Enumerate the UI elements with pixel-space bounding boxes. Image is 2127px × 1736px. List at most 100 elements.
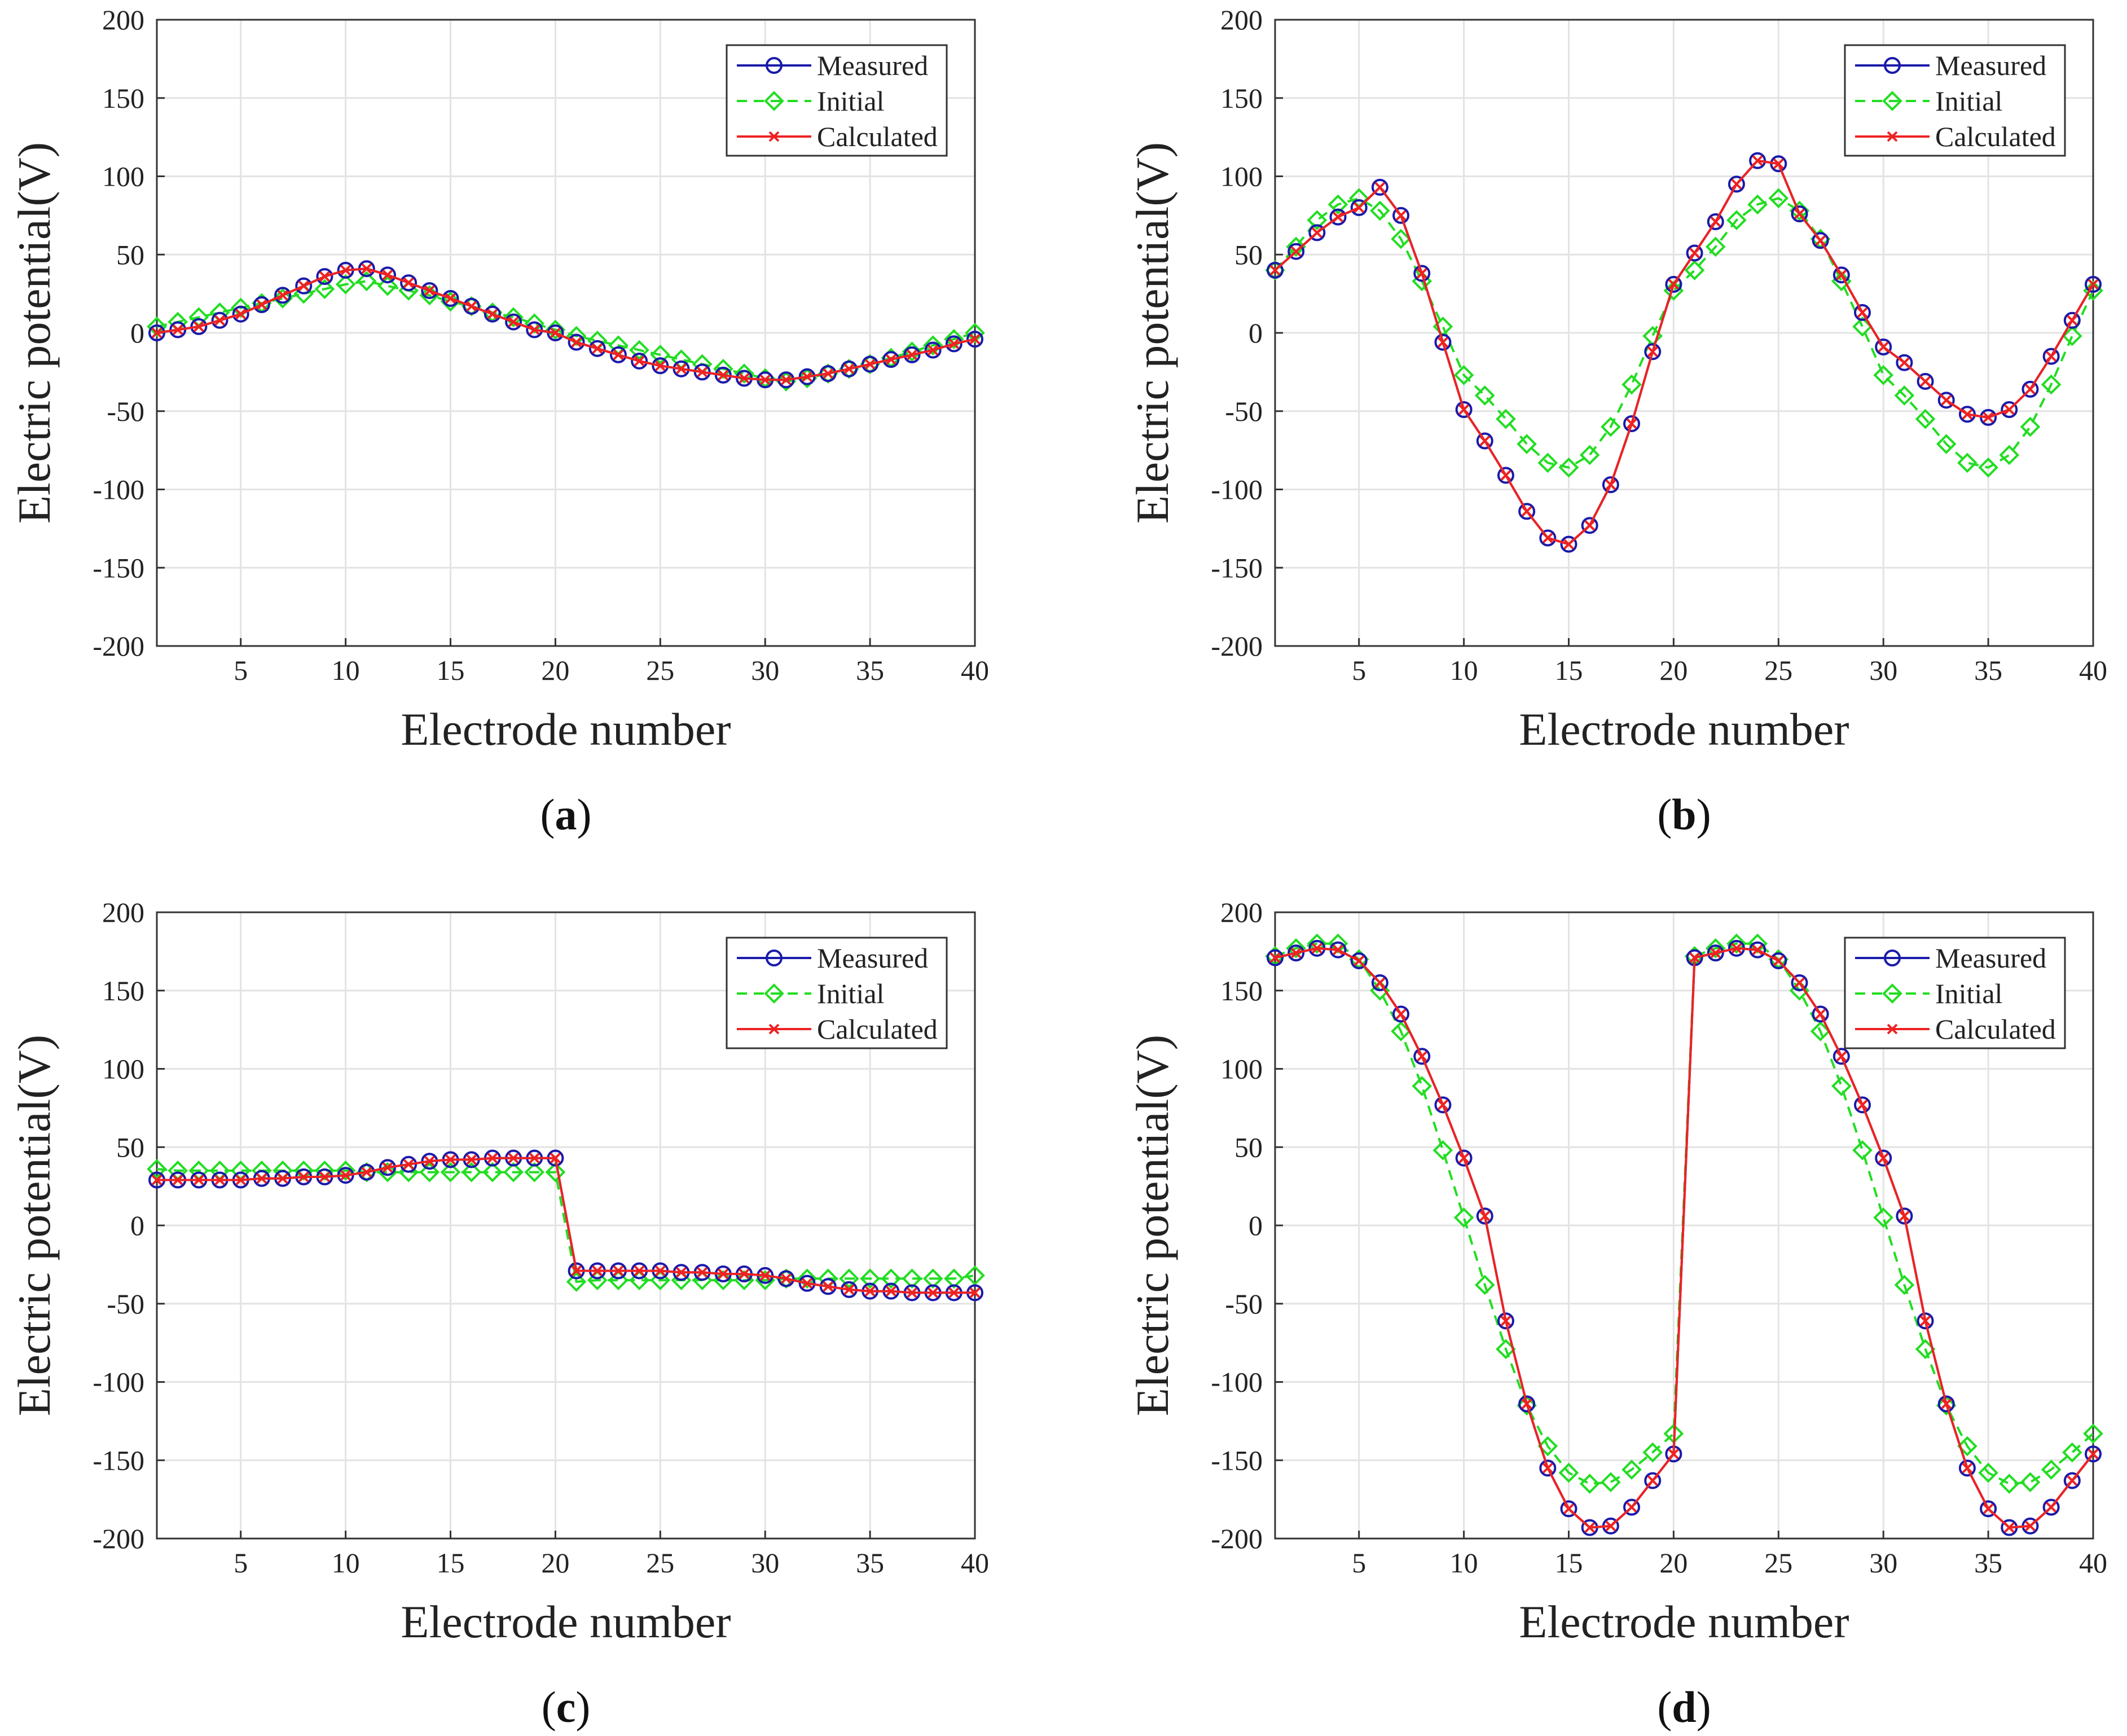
y-tick-label: 0 [130, 317, 144, 349]
data-point-initial [2020, 1472, 2041, 1492]
data-point-initial [1579, 445, 1600, 465]
legend-marker-initial [764, 983, 784, 1004]
legend-label-measured: Measured [1935, 50, 2046, 81]
y-tick-label: 150 [1220, 975, 1263, 1007]
legend-marker-initial [764, 91, 784, 111]
y-tick-label: 200 [102, 4, 144, 36]
y-tick-label: 100 [102, 161, 144, 192]
data-point-calculated [1395, 1008, 1407, 1019]
data-point-calculated [1647, 346, 1658, 357]
data-point-initial [1328, 933, 1348, 954]
data-point-initial [943, 1268, 964, 1289]
data-point-initial [650, 345, 671, 365]
data-point-initial [482, 1162, 503, 1183]
x-tick-label: 10 [1450, 1547, 1478, 1579]
x-tick-label: 5 [234, 654, 248, 686]
data-point-calculated [864, 359, 876, 370]
data-point-initial [1894, 1274, 1915, 1295]
data-point-calculated [718, 1268, 729, 1280]
data-point-measured [1350, 199, 1368, 216]
data-point-initial [377, 275, 398, 296]
data-point-initial [273, 288, 293, 309]
data-point-initial [524, 1162, 545, 1183]
data-point-measured [1770, 952, 1787, 970]
data-point-initial [2062, 326, 2082, 346]
data-point-calculated [885, 1286, 896, 1296]
data-point-measured [2085, 275, 2102, 293]
data-point-measured [1267, 262, 1284, 279]
data-point-calculated [634, 355, 645, 367]
data-point-measured [1581, 517, 1598, 534]
data-point-calculated [2046, 351, 2057, 362]
legend-marker-initial [1882, 983, 1902, 1004]
x-tick-label: 30 [1869, 654, 1897, 686]
data-point-initial [314, 1161, 335, 1181]
data-point-calculated [1878, 1153, 1889, 1164]
data-point-measured [421, 282, 438, 300]
data-point-calculated [424, 285, 435, 296]
data-point-calculated [1269, 952, 1281, 963]
data-point-initial [2020, 416, 2041, 437]
data-point-calculated [634, 1265, 645, 1276]
data-point-calculated [445, 293, 456, 304]
data-point-calculated [1752, 155, 1763, 166]
data-point-measured [2063, 311, 2081, 329]
data-point-calculated [1689, 952, 1700, 963]
legend-marker-measured [766, 950, 783, 966]
data-point-measured [1917, 373, 1934, 390]
legend-marker-calculated [768, 131, 780, 142]
data-point-initial [902, 1268, 922, 1289]
data-point-initial [440, 291, 461, 312]
x-tick-label: 25 [646, 1547, 674, 1579]
data-point-initial [545, 1162, 566, 1183]
data-point-initial [1705, 938, 1726, 959]
y-tick-label: -50 [107, 395, 144, 427]
data-point-measured [568, 333, 585, 351]
series-calculated [1269, 155, 2099, 550]
x-tick-label: 30 [751, 654, 779, 686]
panel-caption: (d) [1657, 1682, 1711, 1731]
data-point-calculated [864, 1286, 876, 1296]
data-point-initial [1307, 210, 1328, 231]
y-tick-label: -200 [1211, 1523, 1263, 1554]
data-point-calculated [843, 1284, 855, 1295]
legend-marker-measured [1884, 950, 1901, 966]
data-point-initial [1894, 385, 1915, 406]
data-point-measured [442, 289, 459, 307]
y-tick-label: 150 [1220, 82, 1263, 114]
data-point-calculated [298, 1171, 309, 1183]
x-tick-label: 15 [1555, 1547, 1583, 1579]
x-tick-label: 5 [1352, 1547, 1366, 1579]
data-point-calculated [907, 1287, 917, 1298]
y-tick-label: -200 [93, 630, 144, 662]
data-point-initial [147, 317, 167, 337]
x-axis-label: Electrode number [401, 704, 731, 755]
y-tick-label: 50 [1234, 1131, 1263, 1163]
data-point-initial [1391, 1021, 1411, 1041]
data-point-measured [609, 346, 627, 363]
data-point-calculated [1479, 436, 1491, 446]
data-point-measured [1854, 1096, 1871, 1114]
legend-marker-measured [1884, 57, 1901, 74]
data-point-initial [1517, 1395, 1537, 1416]
legend-label-initial: Initial [817, 85, 884, 117]
data-point-initial [1999, 1474, 2020, 1494]
data-point-measured [1434, 333, 1452, 351]
data-point-measured [1623, 415, 1641, 432]
data-point-calculated [1689, 248, 1700, 258]
data-point-calculated [1374, 977, 1386, 988]
data-point-initial [839, 1268, 859, 1289]
y-tick-label: 50 [116, 1131, 144, 1163]
data-point-calculated [1374, 182, 1386, 193]
y-tick-label: 100 [102, 1053, 144, 1085]
data-point-measured [316, 268, 333, 285]
data-point-calculated [780, 374, 792, 385]
data-point-calculated [948, 339, 960, 349]
data-point-calculated [382, 269, 393, 280]
data-point-measured [1686, 244, 1703, 262]
x-tick-label: 10 [332, 654, 360, 686]
x-tick-label: 35 [856, 654, 884, 686]
data-point-calculated [1563, 539, 1574, 550]
data-point-calculated [1311, 227, 1322, 238]
